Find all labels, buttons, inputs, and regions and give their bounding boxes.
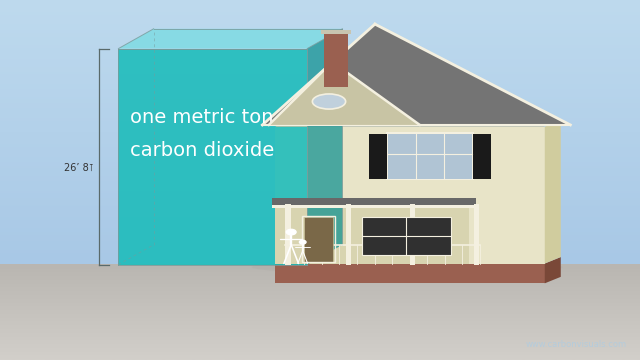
Bar <box>410 204 415 265</box>
Bar <box>369 134 387 179</box>
Text: carbon dioxide: carbon dioxide <box>130 141 274 159</box>
Bar <box>474 204 479 265</box>
Polygon shape <box>307 29 342 265</box>
Polygon shape <box>262 24 570 125</box>
Polygon shape <box>545 120 561 264</box>
Bar <box>304 217 333 262</box>
Bar <box>473 134 491 179</box>
Polygon shape <box>269 62 420 125</box>
Bar <box>388 134 472 179</box>
Text: www.carbonvisuals.com: www.carbonvisuals.com <box>526 340 627 349</box>
Bar <box>302 216 335 262</box>
Bar <box>275 206 469 264</box>
Text: one metric ton: one metric ton <box>130 108 273 127</box>
Circle shape <box>300 240 306 244</box>
Bar <box>346 204 351 265</box>
Bar <box>272 205 476 207</box>
Bar <box>324 30 348 87</box>
Bar <box>275 127 545 264</box>
Polygon shape <box>545 257 561 283</box>
Ellipse shape <box>312 94 346 109</box>
Bar <box>285 204 291 265</box>
Polygon shape <box>118 29 342 49</box>
Bar <box>275 264 545 283</box>
Bar <box>321 30 351 34</box>
Bar <box>362 217 451 255</box>
Polygon shape <box>275 55 545 127</box>
Bar <box>272 198 476 206</box>
Bar <box>118 49 307 265</box>
Text: 26’ 8⊺: 26’ 8⊺ <box>64 162 94 172</box>
Bar <box>386 132 474 180</box>
Ellipse shape <box>252 260 563 274</box>
Circle shape <box>286 229 296 235</box>
